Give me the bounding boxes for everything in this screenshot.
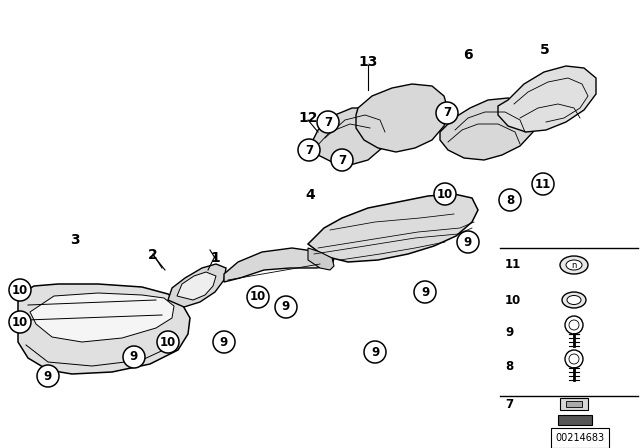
Ellipse shape <box>562 292 586 308</box>
Text: 7: 7 <box>324 116 332 129</box>
Circle shape <box>499 189 521 211</box>
Circle shape <box>247 286 269 308</box>
Text: 9: 9 <box>505 326 513 339</box>
Text: 9: 9 <box>464 236 472 249</box>
Circle shape <box>157 331 179 353</box>
Polygon shape <box>168 264 226 307</box>
Circle shape <box>9 311 31 333</box>
Text: 7: 7 <box>443 107 451 120</box>
Ellipse shape <box>560 256 588 274</box>
Polygon shape <box>356 84 448 152</box>
Text: 8: 8 <box>505 359 513 372</box>
Text: 10: 10 <box>160 336 176 349</box>
Circle shape <box>436 102 458 124</box>
Text: n: n <box>572 260 577 270</box>
Polygon shape <box>308 194 478 262</box>
Text: 5: 5 <box>540 43 550 57</box>
Polygon shape <box>30 293 174 342</box>
Circle shape <box>457 231 479 253</box>
Text: 00214683: 00214683 <box>556 433 605 443</box>
Text: 7: 7 <box>505 397 513 410</box>
Circle shape <box>565 350 583 368</box>
Circle shape <box>532 173 554 195</box>
Text: 9: 9 <box>44 370 52 383</box>
Text: 9: 9 <box>220 336 228 349</box>
Polygon shape <box>224 248 334 282</box>
Text: 7: 7 <box>338 154 346 167</box>
Circle shape <box>298 139 320 161</box>
Polygon shape <box>560 398 588 410</box>
Circle shape <box>275 296 297 318</box>
Circle shape <box>569 320 579 330</box>
Text: 11: 11 <box>535 177 551 190</box>
Polygon shape <box>18 284 190 374</box>
Text: 2: 2 <box>148 248 158 262</box>
Ellipse shape <box>566 260 582 270</box>
Circle shape <box>364 341 386 363</box>
Text: 11: 11 <box>505 258 521 271</box>
Polygon shape <box>177 272 216 300</box>
Circle shape <box>565 316 583 334</box>
Text: 9: 9 <box>282 301 290 314</box>
Text: 9: 9 <box>421 285 429 298</box>
Circle shape <box>569 354 579 364</box>
Circle shape <box>9 279 31 301</box>
Text: 13: 13 <box>358 55 378 69</box>
Polygon shape <box>440 98 536 160</box>
Text: 9: 9 <box>371 345 379 358</box>
Ellipse shape <box>567 296 581 305</box>
Circle shape <box>37 365 59 387</box>
Polygon shape <box>308 108 388 165</box>
Text: 8: 8 <box>506 194 514 207</box>
Text: 10: 10 <box>12 284 28 297</box>
Text: 10: 10 <box>437 188 453 201</box>
Text: 10: 10 <box>12 315 28 328</box>
Text: 1: 1 <box>210 251 220 265</box>
Polygon shape <box>566 401 582 407</box>
Text: 3: 3 <box>70 233 80 247</box>
Text: 12: 12 <box>298 111 317 125</box>
Polygon shape <box>558 415 592 425</box>
Circle shape <box>434 183 456 205</box>
Circle shape <box>317 111 339 133</box>
Circle shape <box>123 346 145 368</box>
Text: 10: 10 <box>250 290 266 303</box>
Text: 9: 9 <box>130 350 138 363</box>
Circle shape <box>414 281 436 303</box>
Polygon shape <box>498 66 596 132</box>
Circle shape <box>331 149 353 171</box>
Text: 7: 7 <box>305 143 313 156</box>
Text: 10: 10 <box>505 293 521 306</box>
Text: 4: 4 <box>305 188 315 202</box>
Circle shape <box>213 331 235 353</box>
Polygon shape <box>308 248 334 270</box>
Text: 6: 6 <box>463 48 473 62</box>
